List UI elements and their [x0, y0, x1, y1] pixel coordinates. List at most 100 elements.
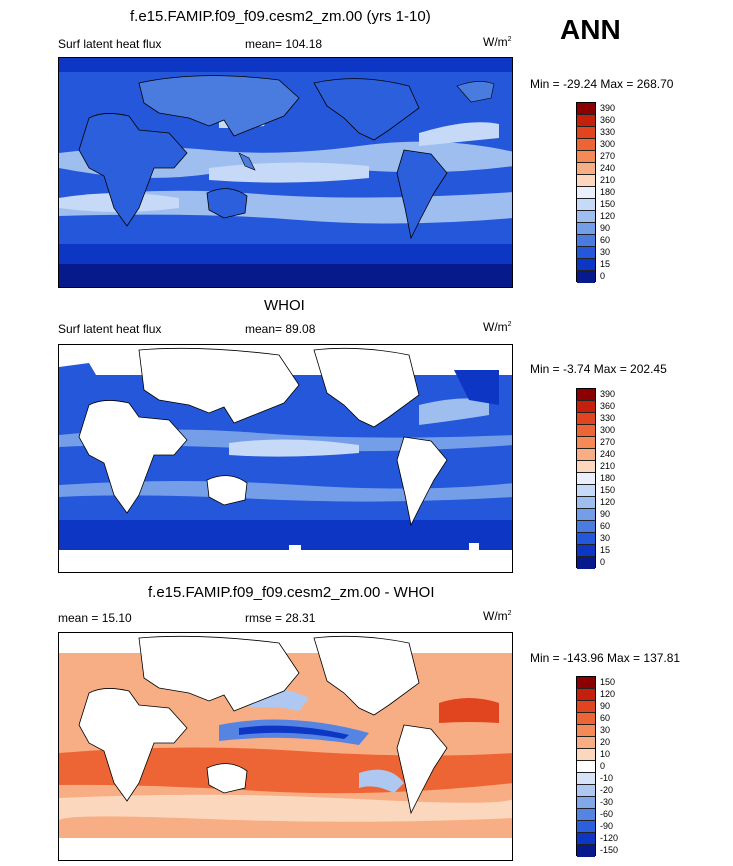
colorbar-swatch	[577, 413, 595, 425]
colorbar-swatch	[577, 533, 595, 545]
colorbar-tick-label: -120	[600, 833, 619, 843]
panel3-title: f.e15.FAMIP.f09_f09.cesm2_zm.00 - WHOI	[148, 584, 435, 601]
panel3-map	[58, 632, 513, 861]
colorbar-swatch	[577, 689, 595, 701]
colorbar-swatch	[577, 271, 595, 283]
colorbar-tick-label: 120	[600, 211, 616, 221]
colorbar-swatch	[577, 247, 595, 259]
panel2-units: W/m2	[483, 320, 512, 334]
colorbar-swatch	[577, 175, 595, 187]
colorbar-swatch	[577, 449, 595, 461]
colorbar-tick-label: 180	[600, 187, 616, 197]
colorbar-swatch	[577, 521, 595, 533]
colorbar-swatch	[577, 677, 595, 689]
colorbar-swatch	[577, 809, 595, 821]
colorbar-swatch	[577, 235, 595, 247]
colorbar-swatch	[577, 461, 595, 473]
colorbar-tick-label: 30	[600, 247, 611, 257]
colorbar-swatch	[577, 425, 595, 437]
colorbar-swatch	[577, 773, 595, 785]
colorbar-tick-label: 10	[600, 749, 611, 759]
colorbar-tick-label: 90	[600, 223, 611, 233]
colorbar-swatch	[577, 127, 595, 139]
colorbar-tick-label: -60	[600, 809, 614, 819]
colorbar-swatch	[577, 545, 595, 557]
colorbar-swatch	[577, 103, 595, 115]
colorbar-swatch	[577, 845, 595, 857]
colorbar-tick-label: 390	[600, 103, 616, 113]
colorbar-swatch	[577, 151, 595, 163]
colorbar-tick-label: 60	[600, 713, 611, 723]
colorbar-tick-label: -20	[600, 785, 614, 795]
colorbar-tick-label: 120	[600, 497, 616, 507]
colorbar-tick-label: 15	[600, 259, 611, 269]
colorbar-tick-label: 210	[600, 461, 616, 471]
colorbar-tick-label: 270	[600, 437, 616, 447]
colorbar-swatch	[577, 223, 595, 235]
colorbar-tick-label: 270	[600, 151, 616, 161]
panel3-colorbar	[576, 676, 596, 857]
colorbar-tick-label: 0	[600, 271, 606, 281]
colorbar-tick-label: 30	[600, 725, 611, 735]
panel1-variable-label: Surf latent heat flux	[58, 37, 162, 51]
panel2-map	[58, 344, 513, 573]
colorbar-tick-label: 60	[600, 521, 611, 531]
panel3-mean-label: mean = 15.10	[58, 611, 132, 625]
panel2-title: WHOI	[264, 297, 305, 314]
colorbar-swatch	[577, 761, 595, 773]
colorbar-tick-label: 60	[600, 235, 611, 245]
colorbar-tick-label: 150	[600, 485, 616, 495]
colorbar-tick-label: -150	[600, 845, 619, 855]
panel2-minmax: Min = -3.74 Max = 202.45	[530, 362, 667, 376]
panel1-minmax: Min = -29.24 Max = 268.70	[530, 77, 674, 91]
colorbar-swatch	[577, 163, 595, 175]
colorbar-tick-label: 180	[600, 473, 616, 483]
colorbar-swatch	[577, 713, 595, 725]
colorbar-tick-label: 150	[600, 677, 616, 687]
colorbar-tick-label: 360	[600, 115, 616, 125]
colorbar-swatch	[577, 473, 595, 485]
colorbar-tick-label: 300	[600, 425, 616, 435]
colorbar-tick-label: 30	[600, 533, 611, 543]
colorbar-swatch	[577, 749, 595, 761]
panel1-units: W/m2	[483, 35, 512, 49]
panel2-variable-label: Surf latent heat flux	[58, 322, 162, 336]
colorbar-tick-label: 390	[600, 389, 616, 399]
colorbar-swatch	[577, 557, 595, 569]
colorbar-swatch	[577, 509, 595, 521]
colorbar-swatch	[577, 485, 595, 497]
colorbar-swatch	[577, 821, 595, 833]
colorbar-swatch	[577, 785, 595, 797]
colorbar-swatch	[577, 115, 595, 127]
colorbar-swatch	[577, 389, 595, 401]
colorbar-tick-label: 20	[600, 737, 611, 747]
panel1-title: f.e15.FAMIP.f09_f09.cesm2_zm.00 (yrs 1-1…	[130, 8, 431, 25]
colorbar-swatch	[577, 199, 595, 211]
colorbar-tick-label: -30	[600, 797, 614, 807]
colorbar-swatch	[577, 139, 595, 151]
colorbar-tick-label: 300	[600, 139, 616, 149]
colorbar-tick-label: 150	[600, 199, 616, 209]
panel1-map	[58, 57, 513, 288]
panel1-mean-label: mean= 104.18	[245, 37, 323, 51]
panel2-mean-label: mean= 89.08	[245, 322, 316, 336]
colorbar-tick-label: 120	[600, 689, 616, 699]
colorbar-swatch	[577, 725, 595, 737]
colorbar-swatch	[577, 737, 595, 749]
colorbar-tick-label: 360	[600, 401, 616, 411]
colorbar-swatch	[577, 187, 595, 199]
colorbar-tick-label: 210	[600, 175, 616, 185]
colorbar-tick-label: 330	[600, 127, 616, 137]
colorbar-tick-label: 240	[600, 449, 616, 459]
colorbar-swatch	[577, 401, 595, 413]
panel3-units: W/m2	[483, 609, 512, 623]
colorbar-swatch	[577, 497, 595, 509]
panel2-colorbar	[576, 388, 596, 569]
colorbar-tick-label: 15	[600, 545, 611, 555]
panel3-minmax: Min = -143.96 Max = 137.81	[530, 651, 681, 665]
colorbar-tick-label: -90	[600, 821, 614, 831]
colorbar-swatch	[577, 259, 595, 271]
colorbar-tick-label: 330	[600, 413, 616, 423]
colorbar-swatch	[577, 797, 595, 809]
colorbar-tick-label: -10	[600, 773, 614, 783]
